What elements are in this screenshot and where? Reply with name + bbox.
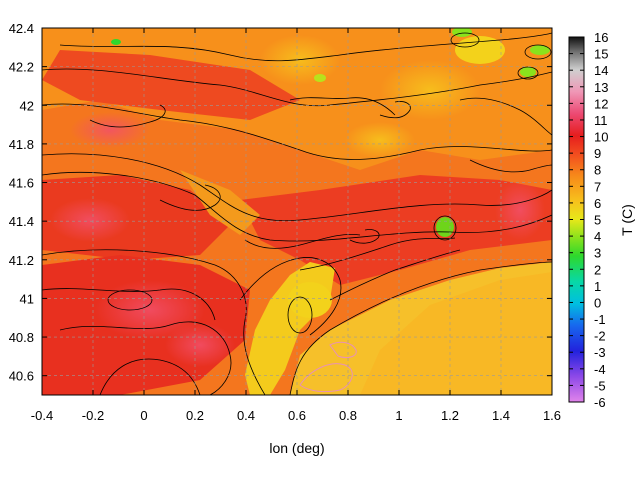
colorbar-tick-label: 14 bbox=[594, 63, 608, 78]
contour-line bbox=[379, 101, 411, 119]
y-tick-label: 42.4 bbox=[9, 21, 34, 36]
colorbar-tick-label: 3 bbox=[594, 246, 601, 261]
colorbar-tick-label: 1 bbox=[594, 279, 601, 294]
x-tick-label: 1.6 bbox=[543, 408, 561, 423]
sea-contour bbox=[299, 341, 357, 393]
green-spot-pyrenees-2 bbox=[530, 45, 550, 55]
green-spot-pyrenees-5 bbox=[314, 74, 326, 82]
warm-region-ebro bbox=[180, 170, 260, 235]
hotspot-5 bbox=[70, 112, 150, 148]
contour-ring bbox=[450, 32, 480, 48]
green-spot-pyrenees-3 bbox=[520, 67, 536, 77]
colorbar-tick-label: 9 bbox=[594, 146, 601, 161]
y-tick-label: 40.8 bbox=[9, 330, 34, 345]
x-tick-label: -0.4 bbox=[31, 408, 53, 423]
hotspot-1 bbox=[50, 198, 130, 242]
y-tick-label: 41.2 bbox=[9, 253, 34, 268]
x-tick-label: 0.8 bbox=[339, 408, 357, 423]
contour-line bbox=[42, 103, 552, 160]
sea-surface bbox=[360, 272, 552, 395]
contour-line bbox=[159, 184, 221, 211]
green-spot-pyrenees-4 bbox=[111, 39, 121, 45]
colorbar-tick-label: 16 bbox=[594, 30, 608, 45]
green-spot-montseny bbox=[436, 217, 454, 237]
colorbar-tick-label: -4 bbox=[594, 362, 606, 377]
contour-line bbox=[42, 171, 552, 242]
contour-line bbox=[89, 104, 166, 128]
x-tick-label: 0.2 bbox=[186, 408, 204, 423]
contour-line bbox=[459, 97, 552, 136]
hotspot-4 bbox=[495, 180, 545, 240]
contour-line bbox=[289, 97, 396, 116]
colorbar-tick-label: 6 bbox=[594, 196, 601, 211]
green-spot-pyrenees-1 bbox=[452, 28, 472, 37]
y-tick-label: 41.6 bbox=[9, 176, 34, 191]
contour-ring bbox=[517, 66, 539, 80]
contour-line bbox=[42, 249, 266, 395]
coolspot-3 bbox=[345, 122, 415, 158]
yellow-spot-2 bbox=[288, 282, 332, 318]
colorbar-tick-label: 11 bbox=[594, 113, 608, 128]
coolspot-2 bbox=[380, 60, 480, 120]
contour-line bbox=[59, 321, 232, 395]
colorbar-tick-label: 2 bbox=[594, 262, 601, 277]
colorbar-tick-label: -2 bbox=[594, 329, 606, 344]
x-tick-label: 1.4 bbox=[492, 408, 510, 423]
hotspot-3 bbox=[165, 323, 235, 367]
contour-ring bbox=[524, 44, 552, 60]
contour-line bbox=[469, 159, 552, 173]
grid-lines bbox=[42, 28, 552, 395]
colorbar-tick-label: 7 bbox=[594, 179, 601, 194]
contour-line bbox=[59, 32, 552, 62]
colorbar-tick-label: -6 bbox=[594, 395, 606, 410]
colorbar-tick-label: 8 bbox=[594, 163, 601, 178]
hot-region-central bbox=[240, 175, 552, 285]
sea-contour-line bbox=[329, 341, 357, 359]
contour-line bbox=[349, 229, 380, 244]
x-tick-label: 0.4 bbox=[237, 408, 255, 423]
x-tick-label: 0.6 bbox=[288, 408, 306, 423]
hotspot-2 bbox=[95, 280, 205, 340]
colorbar-tick-label: 5 bbox=[594, 213, 601, 228]
contour-ring bbox=[433, 215, 457, 241]
contour-line bbox=[42, 288, 216, 321]
colorbar-tick-label: 10 bbox=[594, 130, 608, 145]
x-tick-label: 1 bbox=[395, 408, 402, 423]
x-axis-label: lon (deg) bbox=[269, 440, 324, 456]
hot-region-northwest bbox=[42, 50, 300, 120]
x-axis: -0.4 -0.2 0 0.2 0.4 0.6 0.8 1 1.2 1.4 1.6 bbox=[31, 28, 561, 423]
colorbar-tick-label: 12 bbox=[594, 96, 608, 111]
contour-line bbox=[244, 233, 361, 249]
y-tick-label: 40.6 bbox=[9, 369, 34, 384]
y-tick-label: 42.2 bbox=[9, 60, 34, 75]
x-tick-label: 1.2 bbox=[441, 408, 459, 423]
colorbar-tick-label: -5 bbox=[594, 378, 606, 393]
contour-line bbox=[239, 257, 342, 336]
colorbar-tick-label: 13 bbox=[594, 80, 608, 95]
contour-ring bbox=[107, 289, 153, 311]
contour-ring bbox=[287, 296, 313, 334]
contour-line bbox=[329, 249, 461, 301]
y-axis: 40.6 40.8 41 41.2 41.4 41.6 41.8 42 42.2 42.4 bbox=[9, 21, 552, 384]
colorbar-tick-label: -1 bbox=[594, 312, 606, 327]
colorbar-tick-label: 15 bbox=[594, 47, 608, 62]
contour-line bbox=[42, 153, 552, 222]
coolspot-1 bbox=[260, 35, 340, 85]
x-tick-label: -0.2 bbox=[82, 408, 104, 423]
colorbar-tick-label: 0 bbox=[594, 295, 601, 310]
sea-contour-line bbox=[299, 363, 353, 393]
colorbar-tick-label: 4 bbox=[594, 229, 601, 244]
y-tick-label: 41.8 bbox=[9, 137, 34, 152]
y-tick-label: 41 bbox=[20, 291, 34, 306]
colorbar-label: T (C) bbox=[619, 204, 635, 236]
contour-line bbox=[99, 358, 201, 395]
colorbar-tick-label: -3 bbox=[594, 345, 606, 360]
x-tick-label: 0 bbox=[140, 408, 147, 423]
y-tick-label: 41.4 bbox=[9, 214, 34, 229]
y-tick-label: 42 bbox=[20, 98, 34, 113]
